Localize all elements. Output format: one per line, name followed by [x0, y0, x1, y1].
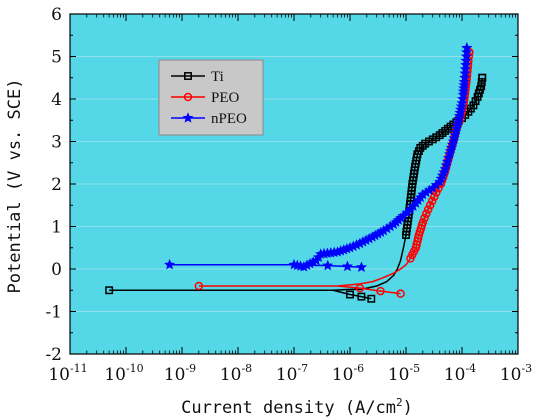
y-tick-label: 4 — [51, 90, 62, 110]
x-tick-label: 10-5 — [388, 362, 420, 385]
data-point-npeo — [460, 54, 472, 66]
data-point-peo — [423, 205, 433, 214]
y-axis-ticks: -2 -1 0 1 2 3 4 5 6 — [45, 5, 518, 365]
data-point-npeo — [461, 42, 473, 53]
data-point-npeo — [457, 93, 469, 104]
data-point-npeo — [460, 50, 472, 62]
data-point-ti — [346, 290, 354, 299]
legend-swatch-marker — [184, 72, 192, 80]
legend-label-npeo: nPEO — [211, 111, 247, 127]
x-axis-ticks: 10-11 10-10 10-9 10-8 10-7 10-6 10-5 10-4 10-3 — [48, 14, 532, 385]
y-tick-label: 1 — [51, 218, 62, 238]
data-point-npeo — [456, 97, 468, 108]
data-point-peo — [396, 289, 405, 298]
y-tick-label: 5 — [51, 48, 62, 68]
legend: Ti PEO nPEO — [158, 59, 264, 136]
series-npeo — [164, 42, 473, 272]
y-tick-label: 3 — [51, 133, 62, 153]
data-point-peo — [420, 213, 429, 223]
y-tick-label: 6 — [51, 5, 62, 25]
data-point-npeo — [459, 67, 471, 79]
x-tick-label: 10-3 — [500, 362, 532, 385]
data-point-npeo — [341, 260, 353, 272]
data-point-peo — [355, 283, 365, 293]
series-line-peo — [337, 285, 401, 295]
data-point-ti — [418, 141, 427, 150]
x-tick-label: 10-4 — [444, 362, 476, 385]
x-tick-label: 10-7 — [276, 362, 308, 385]
legend-label-peo: PEO — [211, 90, 240, 106]
data-point-peo — [418, 218, 428, 227]
y-tick-label: -1 — [45, 303, 62, 323]
data-point-ti — [367, 294, 376, 303]
data-point-peo — [422, 209, 431, 218]
data-point-peo — [427, 196, 437, 206]
data-point-ti — [477, 82, 486, 91]
data-point-peo — [425, 201, 435, 210]
x-tick-label: 10-6 — [332, 362, 364, 385]
y-tick-label: 2 — [51, 175, 62, 195]
data-point-peo — [376, 286, 385, 296]
y-axis-label: Potential (V vs. SCE) — [5, 79, 25, 294]
data-point-ti — [478, 73, 487, 82]
data-point-peo — [430, 192, 439, 201]
data-point-npeo — [164, 258, 176, 270]
data-point-npeo — [322, 259, 334, 271]
data-point-peo — [432, 188, 441, 197]
x-tick-label: 10-9 — [164, 362, 196, 385]
y-tick-label: 0 — [51, 260, 62, 280]
data-point-npeo — [460, 59, 472, 70]
x-tick-label: 10-10 — [104, 362, 143, 385]
data-point-ti — [416, 143, 425, 152]
x-tick-label: 10-8 — [220, 362, 252, 385]
data-point-npeo — [355, 261, 367, 272]
legend-label-ti: Ti — [211, 69, 224, 85]
data-point-npeo — [461, 46, 473, 57]
data-point-npeo — [459, 63, 471, 74]
series-line-ti — [332, 289, 372, 300]
y-tick-label: -2 — [45, 345, 62, 365]
data-point-npeo — [458, 76, 470, 87]
data-point-ti — [357, 292, 366, 301]
plot-area — [69, 13, 519, 355]
data-point-ti — [105, 286, 114, 295]
data-point-ti — [471, 97, 480, 106]
x-axis-label: Current density (A/cm2) — [181, 396, 413, 418]
data-point-ti — [477, 78, 486, 86]
legend-swatch-marker — [183, 92, 193, 102]
data-point-npeo — [459, 71, 471, 83]
legend-swatch-marker — [182, 112, 194, 123]
x-tick-label: 10-11 — [48, 362, 87, 385]
data-point-peo — [194, 281, 204, 291]
data-point-ti — [469, 101, 478, 110]
